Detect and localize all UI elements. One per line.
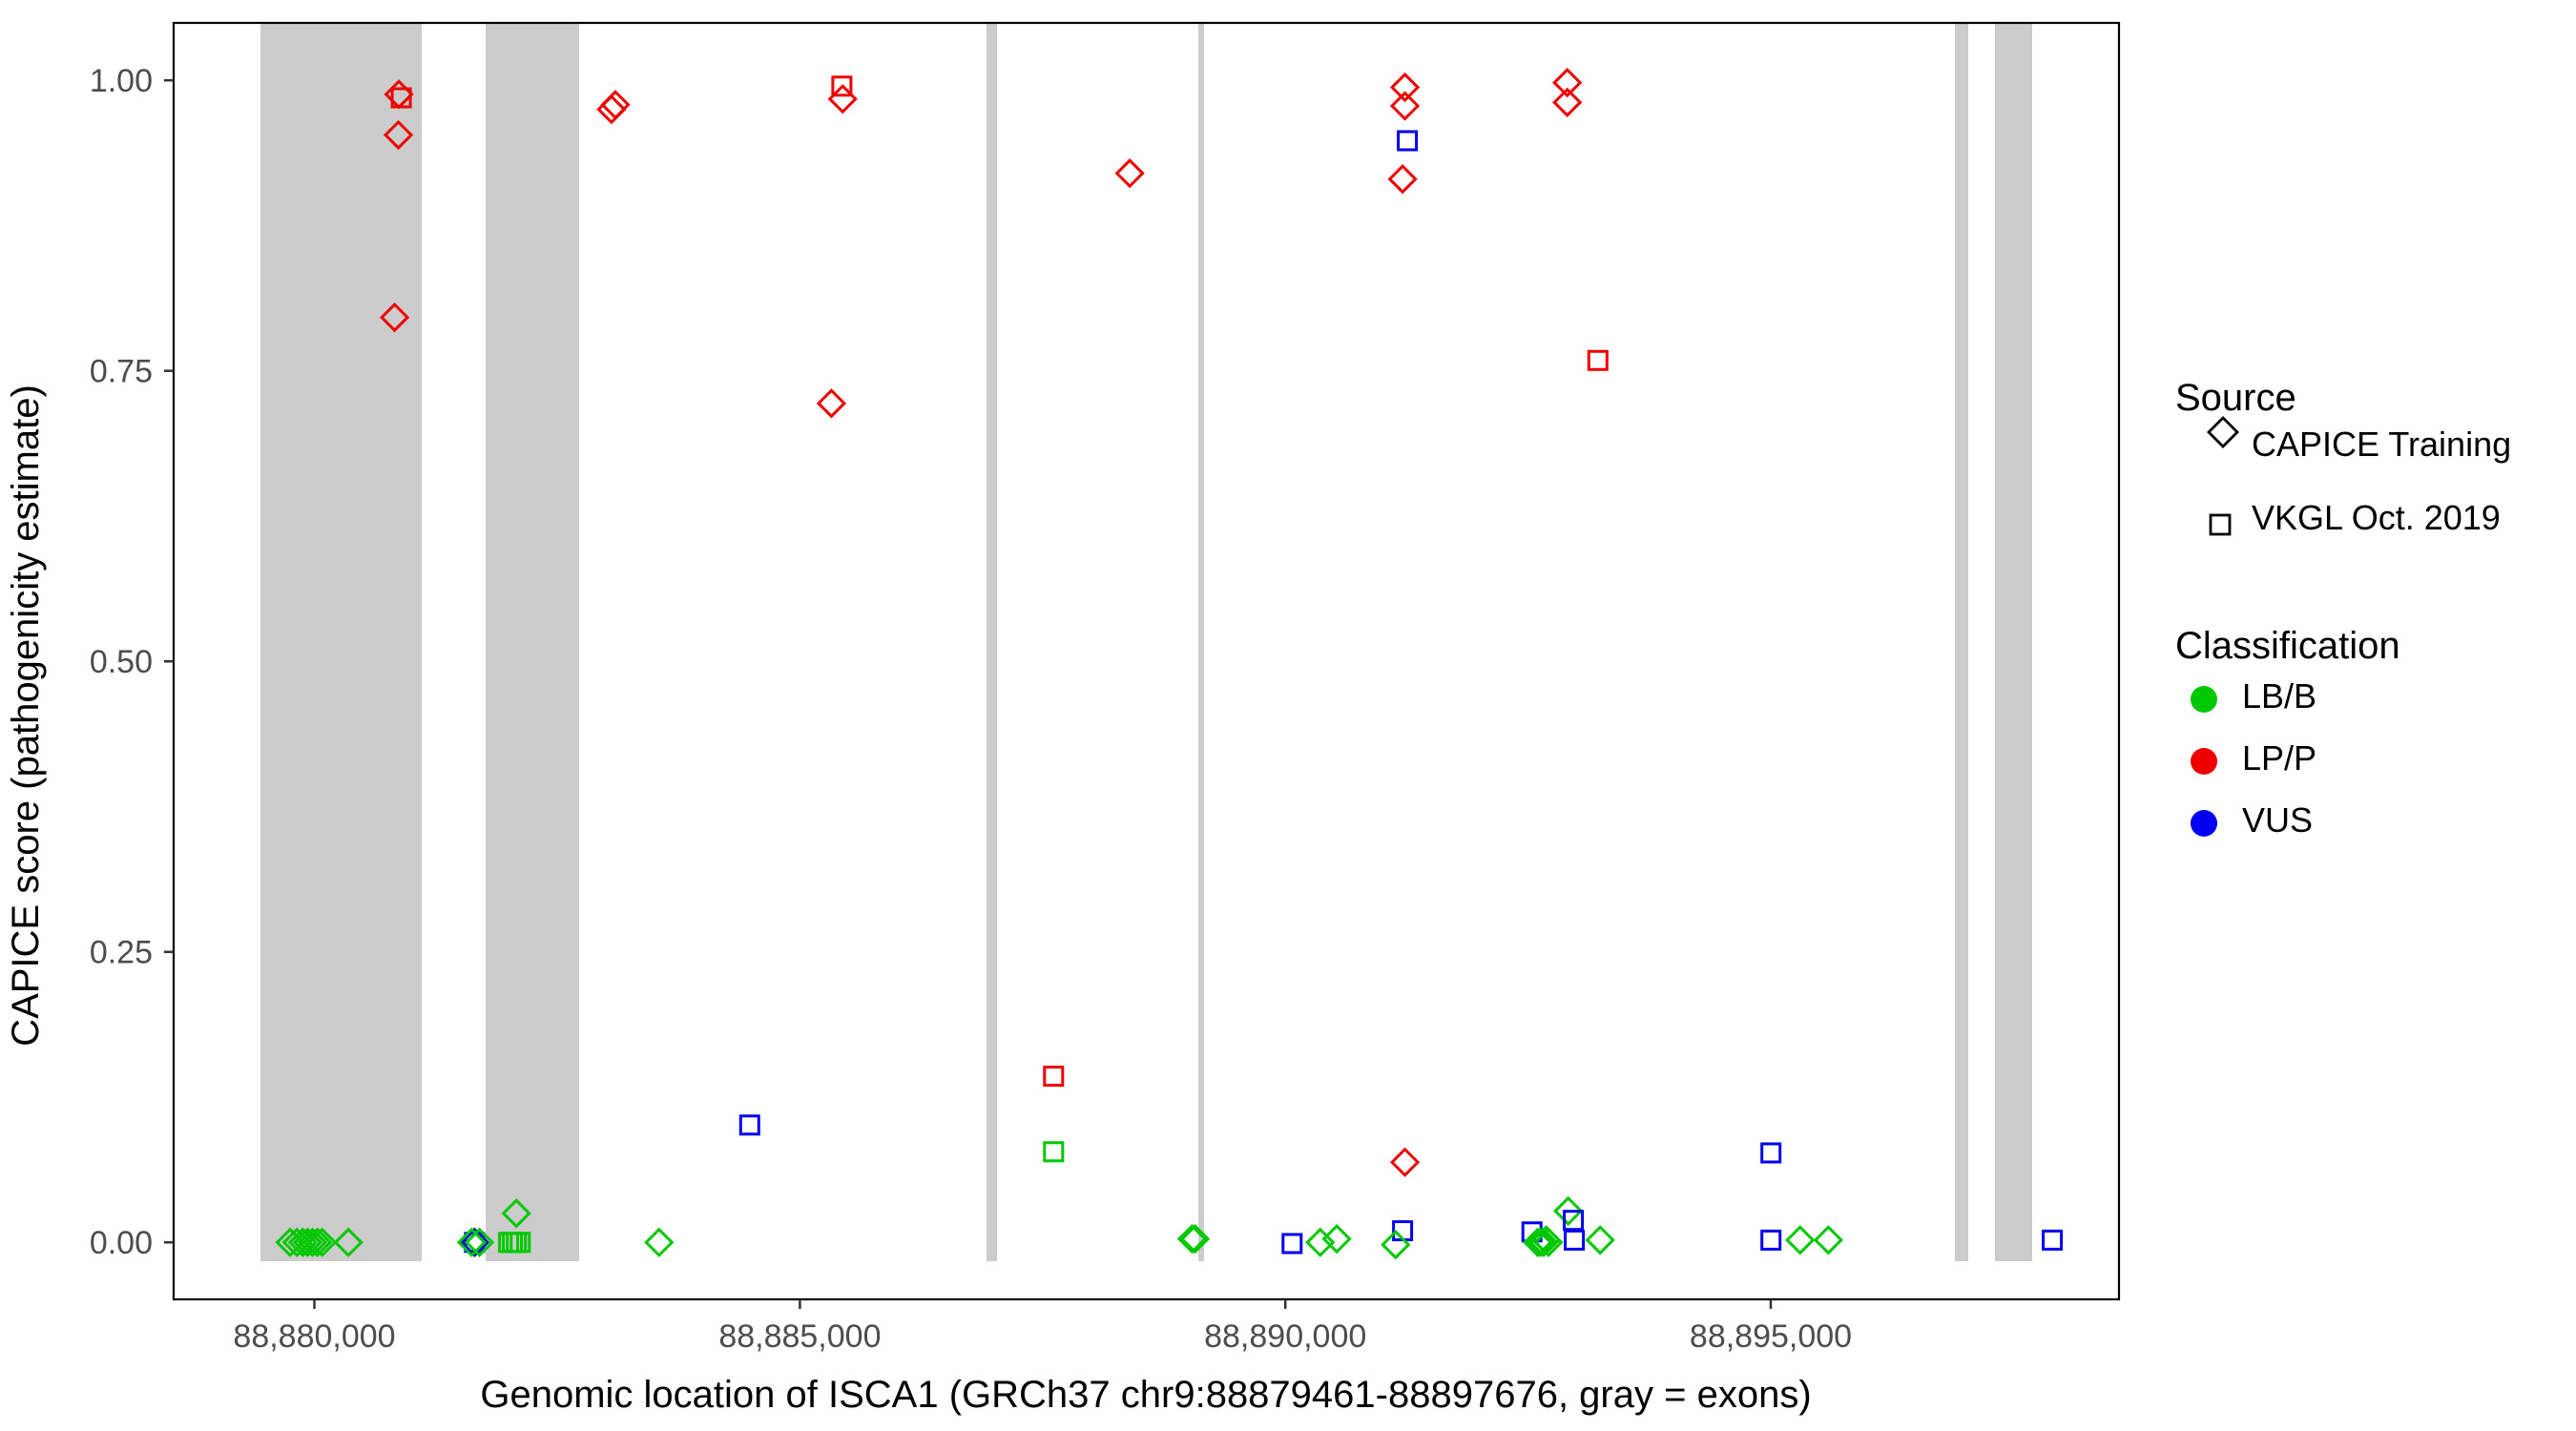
svg-text:88,880,000: 88,880,000 [233, 1318, 395, 1355]
svg-text:Classification: Classification [2175, 625, 2400, 667]
svg-text:VUS: VUS [2242, 800, 2313, 840]
svg-text:Source: Source [2175, 377, 2296, 419]
svg-text:88,895,000: 88,895,000 [1690, 1318, 1852, 1355]
svg-text:CAPICE score (pathogenicity es: CAPICE score (pathogenicity estimate) [5, 384, 47, 1047]
svg-text:88,885,000: 88,885,000 [718, 1318, 881, 1355]
svg-text:VKGL Oct. 2019: VKGL Oct. 2019 [2252, 498, 2501, 537]
svg-text:0.25: 0.25 [90, 935, 153, 971]
svg-text:CAPICE Training: CAPICE Training [2252, 425, 2511, 464]
svg-text:0.50: 0.50 [90, 644, 153, 680]
svg-text:Genomic location of ISCA1 (GRC: Genomic location of ISCA1 (GRCh37 chr9:8… [480, 1374, 1811, 1416]
svg-text:88,890,000: 88,890,000 [1204, 1318, 1366, 1355]
svg-text:LP/P: LP/P [2242, 738, 2316, 778]
svg-text:0.75: 0.75 [90, 354, 153, 390]
svg-text:0.00: 0.00 [90, 1225, 153, 1261]
svg-text:1.00: 1.00 [90, 63, 153, 99]
svg-text:LB/B: LB/B [2242, 676, 2316, 716]
